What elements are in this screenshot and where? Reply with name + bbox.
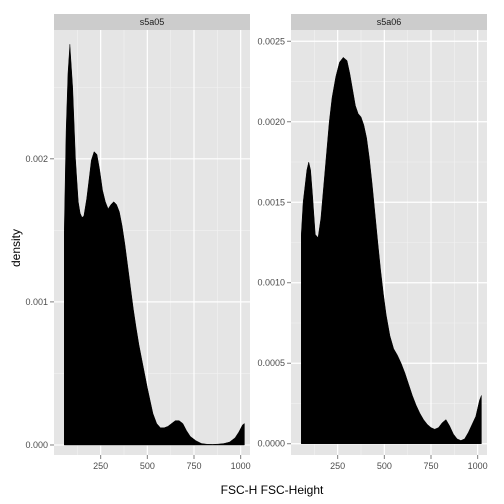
strip-label: s5a05 <box>140 17 165 27</box>
y-tick-label: 0.002 <box>25 154 48 164</box>
panel-1: s5a05 250 500 750 1000 0.000 0.001 0.002 <box>25 14 251 471</box>
y-tick-label: 0.0025 <box>257 36 285 46</box>
y-tick-label: 0.0005 <box>257 358 285 368</box>
x-tick-label: 250 <box>93 461 108 471</box>
density-area-1 <box>64 44 245 446</box>
density-area-1 <box>301 57 482 444</box>
x-tick-label: 250 <box>330 461 345 471</box>
x-tick-label: 500 <box>140 461 155 471</box>
strip-background <box>291 14 487 30</box>
y-tick-label: 0.0000 <box>257 439 285 449</box>
x-tick-label: 500 <box>377 461 392 471</box>
y-tick-label: 0.000 <box>25 440 48 450</box>
y-tick-label: 0.0015 <box>257 197 285 207</box>
panel-2: s5a06 250 500 750 1000 0.0000 0.0005 0.0010 0.00… <box>257 14 488 471</box>
y-tick-label: 0.0010 <box>257 278 285 288</box>
x-tick-label: 1000 <box>231 461 251 471</box>
y-tick-label: 0.0020 <box>257 117 285 127</box>
y-axis-title: density <box>9 229 23 267</box>
y-tick-label: 0.001 <box>25 297 48 307</box>
strip-label: s5a06 <box>377 17 402 27</box>
x-axis-title: FSC-H FSC-Height <box>221 483 324 497</box>
facet-panels: s5a05 250 500 750 1000 0.000 0.001 0.002 s5a06 25… <box>25 14 488 471</box>
x-tick-label: 750 <box>186 461 201 471</box>
strip-background <box>54 14 250 30</box>
x-tick-label: 750 <box>423 461 438 471</box>
x-tick-label: 1000 <box>468 461 488 471</box>
